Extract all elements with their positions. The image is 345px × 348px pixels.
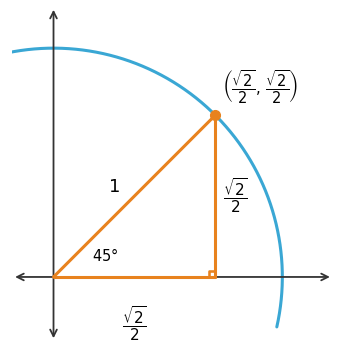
Text: $45°$: $45°$ [92,247,119,264]
Text: $\left(\dfrac{\sqrt{2}}{2},\, \dfrac{\sqrt{2}}{2}\right)$: $\left(\dfrac{\sqrt{2}}{2},\, \dfrac{\sq… [222,69,298,106]
Text: $1$: $1$ [108,178,120,196]
Text: $\dfrac{\sqrt{2}}{2}$: $\dfrac{\sqrt{2}}{2}$ [224,177,248,215]
Text: $\dfrac{\sqrt{2}}{2}$: $\dfrac{\sqrt{2}}{2}$ [122,304,147,343]
